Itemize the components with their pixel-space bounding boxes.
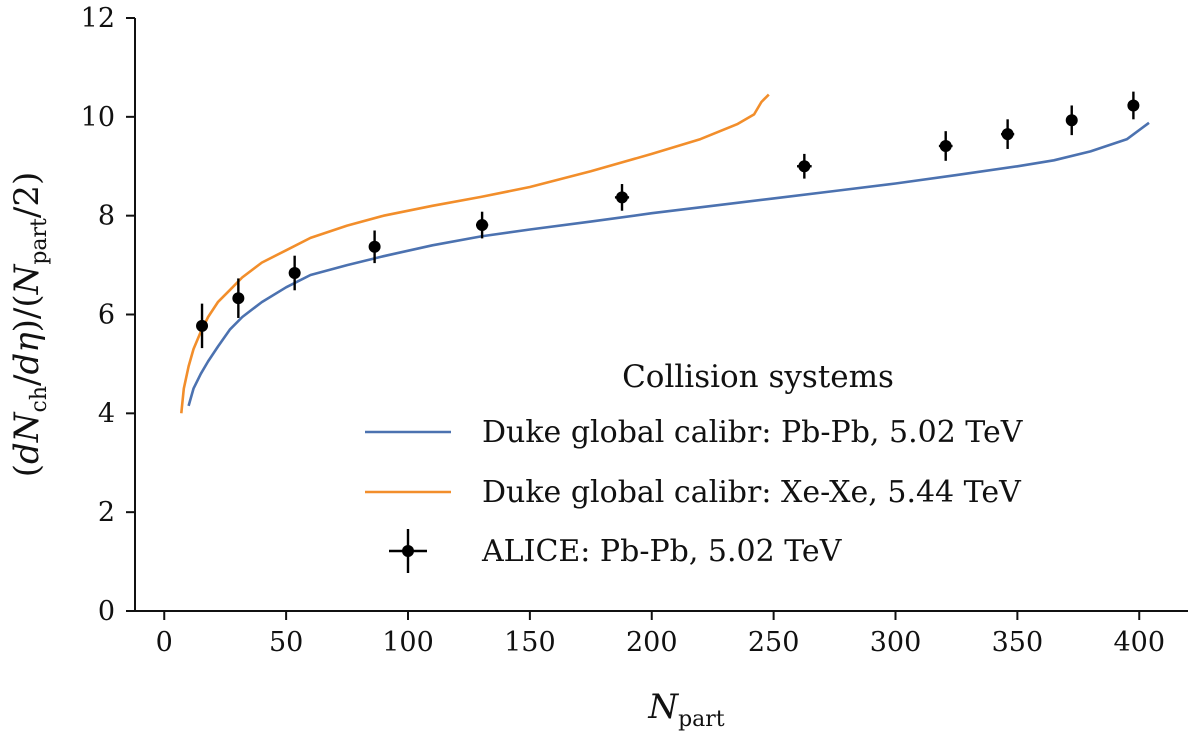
data-point xyxy=(368,230,381,264)
y-tick-label: 10 xyxy=(81,102,115,133)
data-point xyxy=(288,255,301,291)
x-tick-label: 150 xyxy=(504,627,556,658)
data-marker xyxy=(616,191,629,204)
x-tick-label: 0 xyxy=(156,627,173,658)
legend-title: Collision systems xyxy=(622,359,894,395)
legend-swatch-marker xyxy=(402,545,414,557)
data-point xyxy=(797,153,812,179)
data-marker xyxy=(368,240,381,253)
data-marker xyxy=(798,160,811,173)
data-marker xyxy=(939,139,952,152)
y-tick-label: 8 xyxy=(98,201,115,232)
data-marker xyxy=(476,219,489,232)
data-point xyxy=(196,303,209,349)
legend: Collision systems Duke global calibr: Pb-… xyxy=(365,359,1024,573)
data-point xyxy=(938,131,953,161)
data-point xyxy=(476,211,489,239)
data-marker xyxy=(1065,114,1078,127)
y-tick-label: 4 xyxy=(98,398,115,429)
data-marker xyxy=(1127,99,1140,112)
data-point xyxy=(1127,91,1140,120)
y-axis-title: (dNch/dη)/(Npart/2) xyxy=(7,172,52,478)
x-tick-label: 300 xyxy=(870,627,922,658)
x-tick-label: 350 xyxy=(992,627,1044,658)
legend-entry: Duke global calibr: Pb-Pb, 5.02 TeV xyxy=(365,415,1024,450)
y-tick-label: 2 xyxy=(98,497,115,528)
legend-label: ALICE: Pb-Pb, 5.02 TeV xyxy=(481,534,843,569)
data-point xyxy=(232,278,245,318)
y-tick-label: 0 xyxy=(98,596,115,627)
data-marker xyxy=(196,319,209,332)
data-marker xyxy=(288,266,301,279)
data-marker xyxy=(1001,128,1014,141)
x-tick-label: 100 xyxy=(382,627,434,658)
data-point xyxy=(614,184,630,211)
y-tick-label: 12 xyxy=(81,3,115,34)
series-line-1 xyxy=(180,93,770,414)
x-tick-label: 50 xyxy=(269,627,303,658)
x-tick-label: 400 xyxy=(1113,627,1165,658)
legend-entry: ALICE: Pb-Pb, 5.02 TeV xyxy=(389,529,843,573)
x-tick-label: 200 xyxy=(626,627,678,658)
x-tick-label: 250 xyxy=(748,627,800,658)
data-point xyxy=(1001,119,1015,149)
x-axis-title: Npart xyxy=(647,687,724,732)
plot-area xyxy=(180,91,1150,414)
y-tick-label: 6 xyxy=(98,300,115,331)
legend-entry: Duke global calibr: Xe-Xe, 5.44 TeV xyxy=(365,475,1022,510)
data-marker xyxy=(232,292,245,305)
legend-label: Duke global calibr: Pb-Pb, 5.02 TeV xyxy=(482,415,1024,450)
legend-label: Duke global calibr: Xe-Xe, 5.44 TeV xyxy=(482,475,1022,510)
axes: 0 50 100 150 200 250 300 350 400 0 2 4 6 8 10 12 Npart (d… xyxy=(7,3,1188,732)
data-point xyxy=(1065,105,1078,136)
